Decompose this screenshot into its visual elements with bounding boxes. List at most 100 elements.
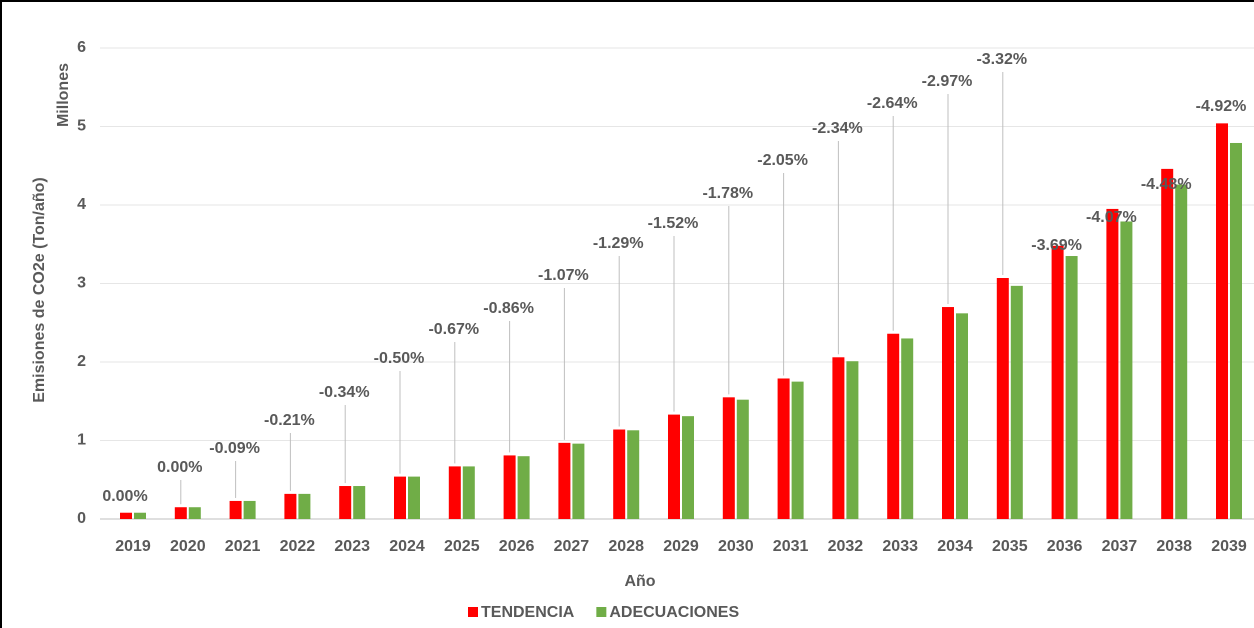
bar [394,476,406,519]
data-annotation: -1.52% [648,215,699,232]
data-annotation: -0.21% [264,412,315,429]
x-tick-label: 2036 [1047,538,1083,555]
bar [901,338,914,519]
bar [1106,208,1119,520]
x-tick-label: 2035 [992,538,1028,555]
y-axis-title: Emisiones de CO2e (Ton/año) [31,177,48,403]
bar [120,512,132,519]
data-annotation: -0.67% [428,321,479,338]
bar [832,357,845,519]
bar [229,500,242,519]
x-tick-label: 2032 [828,538,864,555]
data-annotation: -0.09% [209,440,260,457]
bar [613,429,626,519]
x-axis-title: Año [624,573,655,590]
y-tick-label: 5 [77,118,86,135]
bar [1065,256,1078,519]
legend-swatch [596,607,607,617]
bar [517,456,530,519]
bar [668,414,680,519]
x-tick-label: 2023 [334,538,370,555]
data-annotation: 0.00% [157,459,202,476]
bar [627,430,640,519]
legend-swatch [468,607,478,617]
x-tick-label: 2028 [608,538,644,555]
bar [188,507,201,519]
bar [791,381,804,519]
legend-label: ADECUACIONES [609,604,739,621]
bar [558,442,571,519]
bar [777,378,790,519]
bar [174,507,187,519]
bar [956,313,968,519]
y-tick-label: 6 [77,39,86,56]
data-annotation: -1.29% [593,235,644,252]
y-tick-label: 3 [77,275,86,292]
bar [996,278,1009,519]
data-annotation: -2.34% [812,120,863,137]
x-tick-label: 2031 [773,538,809,555]
bar [887,333,900,519]
x-tick-label: 2022 [280,538,316,555]
x-tick-label: 2029 [663,538,699,555]
x-tick-label: 2030 [718,538,754,555]
data-annotation: 0.00% [102,488,147,505]
data-annotation: -2.97% [922,73,973,90]
bar [353,486,366,519]
bar [284,493,297,519]
data-annotation: -2.05% [757,152,808,169]
bar [298,493,311,519]
x-tick-label: 2037 [1102,538,1138,555]
bar [503,455,516,519]
y-tick-label: 0 [77,510,86,527]
bar [408,476,420,519]
data-annotation: -2.64% [867,95,918,112]
bar [1161,168,1174,519]
bar [448,466,461,519]
x-tick-label: 2039 [1211,538,1247,555]
bar [846,361,859,519]
data-annotation: -3.32% [976,51,1027,68]
x-tick-label: 2038 [1156,538,1192,555]
bar [722,397,735,519]
bar [1120,221,1133,520]
data-annotation: -4.07% [1086,209,1137,226]
data-annotation: -1.07% [538,267,589,284]
bar [572,443,585,519]
data-annotation: -3.69% [1031,237,1082,254]
data-annotation: -4.92% [1196,98,1247,115]
data-annotation: -0.34% [319,384,370,401]
bar [1230,142,1242,520]
bar [682,416,694,519]
data-annotation: -0.86% [483,300,534,317]
y-axis-unit: Millones [55,63,72,127]
bar [462,466,475,519]
data-annotation: -1.78% [702,185,753,202]
x-tick-label: 2033 [882,538,918,555]
x-tick-label: 2027 [554,538,590,555]
x-tick-label: 2025 [444,538,480,555]
data-annotation: -4.48% [1141,176,1192,193]
x-tick-label: 2034 [937,538,973,555]
y-tick-label: 1 [77,432,86,449]
bar [1010,285,1023,519]
bar [1175,184,1188,519]
x-tick-label: 2020 [170,538,206,555]
bar [1051,245,1064,519]
bar [736,399,749,519]
x-tick-label: 2019 [115,538,151,555]
x-tick-label: 2021 [225,538,261,555]
x-tick-label: 2024 [389,538,425,555]
bar [339,486,352,519]
bar [1216,123,1228,520]
bar [942,307,954,519]
legend-label: TENDENCIA [481,604,575,621]
y-tick-label: 4 [77,196,86,213]
bar [243,500,256,519]
x-tick-label: 2026 [499,538,535,555]
bar [134,512,146,519]
data-annotation: -0.50% [374,350,425,367]
